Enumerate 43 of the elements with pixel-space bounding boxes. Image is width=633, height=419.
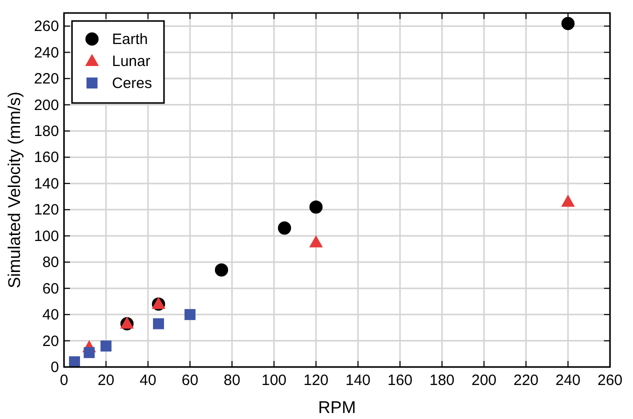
- x-tick-label: 140: [345, 372, 371, 389]
- point: [278, 221, 292, 235]
- x-tick-label: 220: [513, 372, 539, 389]
- y-axis-title: Simulated Velocity (mm/s): [5, 92, 24, 288]
- y-tick-label: 60: [42, 280, 59, 298]
- y-tick-label: 260: [34, 18, 59, 36]
- legend-label: Ceres: [112, 75, 152, 92]
- x-tick-label: 60: [182, 372, 198, 389]
- point: [184, 309, 196, 320]
- x-tick-label: 120: [303, 372, 329, 389]
- y-tick-label: 180: [34, 123, 59, 140]
- point: [84, 347, 95, 358]
- y-tick-label: 200: [34, 96, 59, 114]
- x-tick-label: 200: [471, 372, 497, 389]
- point: [214, 263, 228, 277]
- x-tick-label: 40: [140, 372, 156, 389]
- x-tick-label: 180: [429, 372, 455, 389]
- point: [309, 235, 323, 248]
- y-tick-label: 220: [34, 70, 59, 88]
- point: [153, 318, 164, 330]
- x-tick-label: 20: [98, 372, 114, 389]
- y-tick-label: 240: [34, 44, 59, 62]
- x-tick-label: 100: [261, 372, 287, 389]
- point: [100, 340, 112, 352]
- y-tick-label: 100: [34, 228, 59, 245]
- x-axis-title: RPM: [318, 398, 356, 417]
- y-tick-label: 140: [34, 175, 59, 192]
- x-tick-label: 80: [224, 372, 240, 389]
- point: [561, 16, 575, 30]
- y-tick-label: 20: [42, 332, 59, 350]
- x-tick-label: 160: [387, 372, 413, 389]
- y-tick-label: 160: [34, 149, 59, 166]
- y-tick-label: 40: [42, 306, 59, 324]
- y-tick-label: 120: [34, 202, 59, 219]
- point: [69, 356, 80, 368]
- point: [309, 200, 323, 214]
- x-tick-label: 240: [555, 372, 581, 389]
- point: [561, 194, 575, 207]
- y-tick-label: 80: [42, 254, 59, 272]
- y-tick-label: 0: [50, 359, 59, 376]
- x-tick-label: 260: [597, 372, 623, 389]
- legend-label: Earth: [112, 31, 148, 48]
- legend-label: Lunar: [112, 53, 150, 70]
